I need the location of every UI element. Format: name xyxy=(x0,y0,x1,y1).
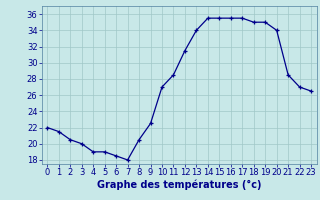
X-axis label: Graphe des températures (°c): Graphe des températures (°c) xyxy=(97,180,261,190)
